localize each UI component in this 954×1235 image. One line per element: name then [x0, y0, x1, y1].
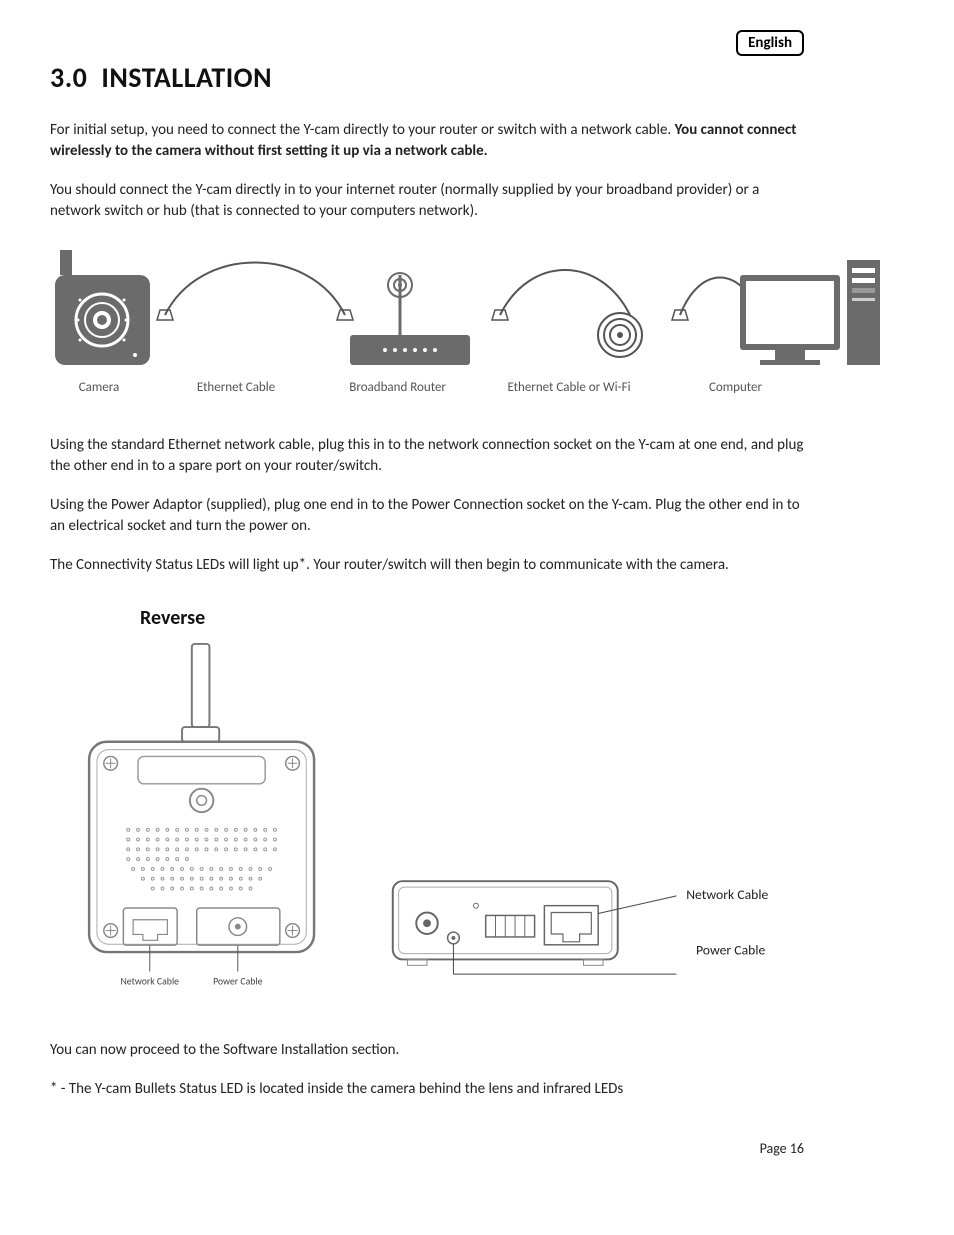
- side-power-label: Power Cable: [696, 942, 765, 959]
- diagram-labels-row: Camera Ethernet Cable Broadband Router E…: [50, 380, 804, 395]
- computer-icon: [740, 260, 880, 365]
- label-wifi: Ethernet Cable or Wi-Fi: [471, 380, 667, 395]
- label-router: Broadband Router: [324, 380, 471, 395]
- label-ethernet: Ethernet Cable: [148, 380, 324, 395]
- label-camera: Camera: [50, 380, 148, 395]
- reverse-power-label-small: Power Cable: [213, 975, 263, 987]
- camera-side-icon: Network Cable Power Cable: [383, 860, 804, 1010]
- paragraph-7: * - The Y-cam Bullets Status LED is loca…: [50, 1079, 804, 1100]
- section-title: INSTALLATION: [101, 60, 272, 95]
- reverse-network-label-small: Network Cable: [120, 975, 179, 987]
- router-icon: [350, 273, 470, 365]
- reverse-heading: Reverse: [140, 606, 804, 630]
- paragraph-1: For initial setup, you need to connect t…: [50, 120, 804, 162]
- ethernet-or-wifi-icon: [492, 270, 760, 357]
- language-badge: English: [736, 30, 804, 56]
- paragraph-3: Using the standard Ethernet network cabl…: [50, 435, 804, 477]
- reverse-diagram-row: ... Network Cable Power Cable: [50, 630, 804, 1010]
- paragraph-6: You can now proceed to the Software Inst…: [50, 1040, 804, 1061]
- ethernet-cable-icon: [157, 263, 353, 321]
- camera-icon: [55, 250, 150, 365]
- label-computer: Computer: [667, 380, 804, 395]
- page-footer: Page 16: [50, 1140, 804, 1157]
- section-number: 3.0: [50, 60, 87, 95]
- paragraph-4: Using the Power Adaptor (supplied), plug…: [50, 495, 804, 537]
- connection-diagram: [50, 240, 804, 380]
- side-network-label: Network Cable: [687, 886, 769, 903]
- p1-text: For initial setup, you need to connect t…: [50, 121, 675, 139]
- paragraph-2: You should connect the Y-cam directly in…: [50, 180, 804, 222]
- section-heading: 3.0 INSTALLATION: [50, 60, 804, 95]
- paragraph-5: The Connectivity Status LEDs will light …: [50, 555, 804, 576]
- camera-reverse-icon: ... Network Cable Power Cable: [50, 630, 343, 1010]
